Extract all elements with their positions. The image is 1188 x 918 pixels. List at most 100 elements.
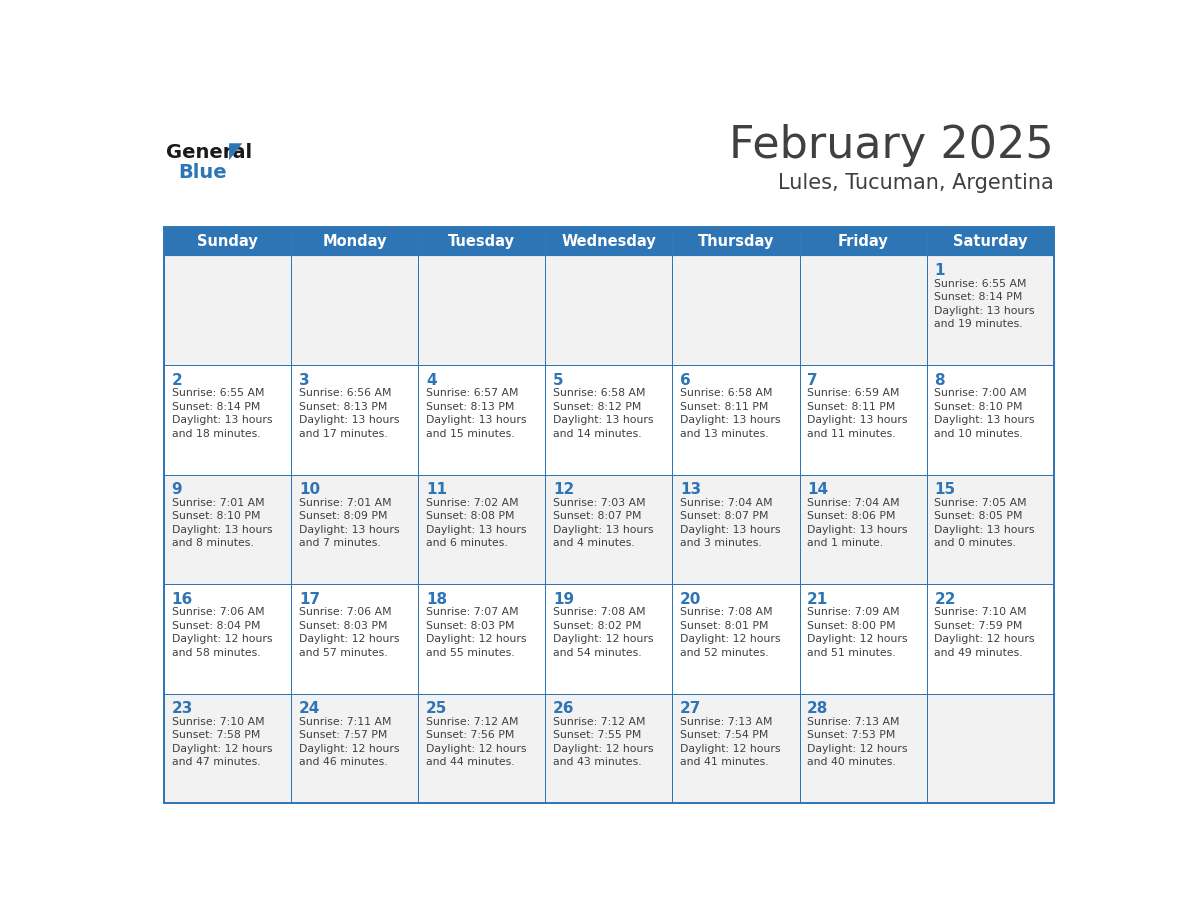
Text: Sunset: 8:09 PM: Sunset: 8:09 PM xyxy=(299,511,387,521)
Text: 7: 7 xyxy=(808,373,817,388)
Text: 2: 2 xyxy=(172,373,183,388)
Text: Sunrise: 7:09 AM: Sunrise: 7:09 AM xyxy=(808,608,899,617)
Text: 13: 13 xyxy=(681,482,701,498)
Text: Daylight: 13 hours: Daylight: 13 hours xyxy=(934,306,1035,316)
Bar xyxy=(672,694,800,803)
Text: 27: 27 xyxy=(681,701,702,716)
Bar xyxy=(164,475,291,584)
Text: and 51 minutes.: and 51 minutes. xyxy=(808,648,896,657)
Bar xyxy=(418,475,545,584)
Text: Sunset: 8:02 PM: Sunset: 8:02 PM xyxy=(554,621,642,631)
Text: and 55 minutes.: and 55 minutes. xyxy=(426,648,514,657)
Bar xyxy=(927,365,1054,475)
Text: Sunset: 8:03 PM: Sunset: 8:03 PM xyxy=(299,621,387,631)
Text: Sunrise: 7:01 AM: Sunrise: 7:01 AM xyxy=(172,498,265,508)
Text: and 52 minutes.: and 52 minutes. xyxy=(681,648,769,657)
Text: 17: 17 xyxy=(299,592,320,607)
Text: and 13 minutes.: and 13 minutes. xyxy=(681,429,769,439)
Text: Daylight: 12 hours: Daylight: 12 hours xyxy=(554,744,653,754)
Text: Sunrise: 7:04 AM: Sunrise: 7:04 AM xyxy=(808,498,899,508)
Text: Sunset: 8:12 PM: Sunset: 8:12 PM xyxy=(554,402,642,412)
Bar xyxy=(418,365,545,475)
Text: Sunset: 8:04 PM: Sunset: 8:04 PM xyxy=(172,621,260,631)
Text: 8: 8 xyxy=(934,373,944,388)
Text: Sunset: 8:10 PM: Sunset: 8:10 PM xyxy=(934,402,1023,412)
Text: 4: 4 xyxy=(426,373,436,388)
Text: Sunrise: 7:08 AM: Sunrise: 7:08 AM xyxy=(554,608,645,617)
Text: and 4 minutes.: and 4 minutes. xyxy=(554,538,634,548)
Text: Sunrise: 7:08 AM: Sunrise: 7:08 AM xyxy=(681,608,772,617)
Text: 19: 19 xyxy=(554,592,574,607)
Bar xyxy=(545,365,672,475)
Bar xyxy=(672,256,800,365)
Bar xyxy=(545,227,672,256)
Text: Sunrise: 7:06 AM: Sunrise: 7:06 AM xyxy=(172,608,265,617)
Text: Sunrise: 7:03 AM: Sunrise: 7:03 AM xyxy=(554,498,645,508)
Text: and 0 minutes.: and 0 minutes. xyxy=(934,538,1016,548)
Text: Daylight: 13 hours: Daylight: 13 hours xyxy=(554,415,653,425)
Text: Daylight: 13 hours: Daylight: 13 hours xyxy=(808,415,908,425)
Text: Daylight: 12 hours: Daylight: 12 hours xyxy=(426,744,526,754)
Bar xyxy=(672,475,800,584)
Text: Sunrise: 7:13 AM: Sunrise: 7:13 AM xyxy=(681,717,772,727)
Text: 3: 3 xyxy=(299,373,310,388)
Text: Sunrise: 7:10 AM: Sunrise: 7:10 AM xyxy=(172,717,265,727)
Text: Wednesday: Wednesday xyxy=(562,234,656,249)
Text: Daylight: 12 hours: Daylight: 12 hours xyxy=(681,744,781,754)
Text: Sunrise: 6:58 AM: Sunrise: 6:58 AM xyxy=(554,388,645,398)
Text: Daylight: 13 hours: Daylight: 13 hours xyxy=(172,415,272,425)
Text: Lules, Tucuman, Argentina: Lules, Tucuman, Argentina xyxy=(778,174,1054,194)
Text: Blue: Blue xyxy=(178,163,227,183)
Text: 24: 24 xyxy=(299,701,321,716)
Text: and 7 minutes.: and 7 minutes. xyxy=(299,538,380,548)
Text: Sunset: 7:55 PM: Sunset: 7:55 PM xyxy=(554,730,642,740)
Text: Daylight: 13 hours: Daylight: 13 hours xyxy=(426,525,526,534)
Text: 20: 20 xyxy=(681,592,702,607)
Text: 10: 10 xyxy=(299,482,320,498)
Bar xyxy=(800,694,927,803)
Text: Daylight: 13 hours: Daylight: 13 hours xyxy=(554,525,653,534)
Text: Sunset: 8:10 PM: Sunset: 8:10 PM xyxy=(172,511,260,521)
Text: Daylight: 12 hours: Daylight: 12 hours xyxy=(172,744,272,754)
Text: 14: 14 xyxy=(808,482,828,498)
Text: Sunset: 8:11 PM: Sunset: 8:11 PM xyxy=(681,402,769,412)
Text: and 19 minutes.: and 19 minutes. xyxy=(934,319,1023,330)
Bar xyxy=(927,256,1054,365)
Bar xyxy=(164,256,291,365)
Text: and 54 minutes.: and 54 minutes. xyxy=(554,648,642,657)
Bar xyxy=(291,256,418,365)
Text: Sunset: 8:00 PM: Sunset: 8:00 PM xyxy=(808,621,896,631)
Bar xyxy=(672,227,800,256)
Text: 18: 18 xyxy=(426,592,447,607)
Text: and 10 minutes.: and 10 minutes. xyxy=(934,429,1023,439)
Bar xyxy=(800,227,927,256)
Text: 23: 23 xyxy=(172,701,194,716)
Text: Sunset: 8:06 PM: Sunset: 8:06 PM xyxy=(808,511,896,521)
Text: Sunset: 8:08 PM: Sunset: 8:08 PM xyxy=(426,511,514,521)
Bar xyxy=(164,584,291,694)
Bar xyxy=(164,227,291,256)
Text: and 58 minutes.: and 58 minutes. xyxy=(172,648,260,657)
Text: 12: 12 xyxy=(554,482,574,498)
Text: and 14 minutes.: and 14 minutes. xyxy=(554,429,642,439)
Bar xyxy=(927,227,1054,256)
Text: Daylight: 13 hours: Daylight: 13 hours xyxy=(426,415,526,425)
Text: Sunrise: 7:10 AM: Sunrise: 7:10 AM xyxy=(934,608,1026,617)
Text: Tuesday: Tuesday xyxy=(448,234,516,249)
Text: Daylight: 13 hours: Daylight: 13 hours xyxy=(299,415,399,425)
Bar xyxy=(164,365,291,475)
Text: Sunrise: 7:00 AM: Sunrise: 7:00 AM xyxy=(934,388,1028,398)
Text: 15: 15 xyxy=(934,482,955,498)
Text: Daylight: 12 hours: Daylight: 12 hours xyxy=(172,634,272,644)
Text: 26: 26 xyxy=(554,701,575,716)
Bar xyxy=(672,365,800,475)
Text: Daylight: 12 hours: Daylight: 12 hours xyxy=(808,634,908,644)
Bar xyxy=(418,694,545,803)
Text: Sunrise: 6:57 AM: Sunrise: 6:57 AM xyxy=(426,388,518,398)
Bar xyxy=(291,365,418,475)
Text: Daylight: 13 hours: Daylight: 13 hours xyxy=(808,525,908,534)
Text: and 41 minutes.: and 41 minutes. xyxy=(681,757,769,767)
Text: 11: 11 xyxy=(426,482,447,498)
Bar xyxy=(164,694,291,803)
Text: Sunset: 8:13 PM: Sunset: 8:13 PM xyxy=(426,402,514,412)
